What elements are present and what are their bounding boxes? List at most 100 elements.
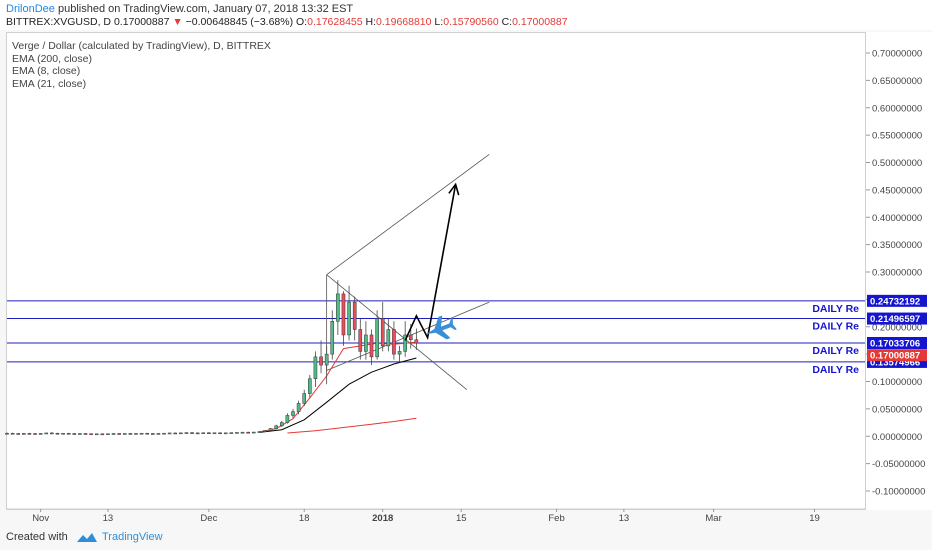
candle-body[interactable] [55, 432, 60, 435]
candle-body[interactable] [392, 329, 396, 355]
candle-body[interactable] [274, 425, 278, 429]
candle-body[interactable] [72, 433, 77, 435]
candle-body[interactable] [324, 353, 329, 366]
down-arrow-icon: ▼ [172, 16, 183, 28]
candle-body[interactable] [111, 433, 116, 435]
trend-line[interactable] [326, 153, 490, 276]
candle-body[interactable] [179, 432, 183, 435]
candle-body[interactable] [313, 356, 318, 380]
chart-pane[interactable] [6, 32, 866, 510]
trend-line[interactable] [326, 274, 468, 391]
candle-body[interactable] [218, 432, 222, 435]
candle-body[interactable] [347, 301, 351, 336]
airplane-icon [425, 315, 457, 340]
candle-body[interactable] [279, 422, 284, 427]
candle-body[interactable] [173, 432, 178, 435]
y-tick-label: 0.30000000 [872, 268, 922, 279]
price-scale[interactable] [866, 32, 932, 510]
candle-body[interactable] [235, 432, 239, 434]
candle-body[interactable] [229, 432, 234, 434]
quote-line: BITTREX:XVGUSD, D 0.17000887 ▼ −0.006488… [6, 16, 568, 28]
candle-body[interactable] [89, 433, 93, 435]
candle-body[interactable] [16, 433, 21, 435]
candle-body[interactable] [240, 431, 245, 434]
level-label: DAILY Re [812, 345, 859, 357]
candle-body[interactable] [122, 433, 127, 435]
candle-body[interactable] [263, 430, 267, 432]
candle-body[interactable] [145, 432, 149, 435]
candle-body[interactable] [257, 431, 262, 433]
candle-body[interactable] [403, 334, 407, 352]
candle-body[interactable] [5, 432, 9, 435]
low-label: L: [434, 16, 444, 28]
projection-path[interactable] [404, 184, 457, 341]
candle-body[interactable] [184, 432, 189, 434]
last-price: 0.17000887 [113, 16, 170, 28]
price-chart[interactable]: 0.70000000 0.65000000 0.60000000 0.55000000… [0, 0, 932, 522]
candle-body[interactable] [117, 433, 121, 435]
legend-ema8[interactable]: EMA (8, close) [12, 65, 81, 77]
candle-body[interactable] [369, 334, 374, 358]
author-link[interactable]: DrilonDee [6, 3, 55, 15]
candle-body[interactable] [308, 378, 312, 394]
candle-body[interactable] [151, 433, 155, 435]
candle-body[interactable] [162, 432, 166, 435]
candle-body[interactable] [268, 428, 273, 431]
candle-body[interactable] [251, 431, 256, 434]
tradingview-logo-icon[interactable] [76, 531, 98, 545]
candle-body[interactable] [386, 329, 391, 347]
candle-body[interactable] [408, 334, 413, 340]
candle-body[interactable] [100, 433, 105, 436]
tradingview-brand[interactable]: TradingView [102, 531, 163, 543]
candle-body[interactable] [336, 293, 340, 322]
candle-body[interactable] [397, 351, 402, 355]
candle-body[interactable] [195, 432, 200, 435]
candle-body[interactable] [212, 432, 217, 435]
airplane-shape [425, 315, 457, 340]
candle-body[interactable] [352, 301, 357, 330]
candle-body[interactable] [380, 318, 385, 347]
candle-body[interactable] [128, 433, 133, 435]
candle-body[interactable] [207, 432, 211, 434]
candle-body[interactable] [33, 433, 37, 435]
candle-body[interactable] [296, 403, 301, 412]
candle-body[interactable] [134, 433, 138, 435]
candle-body[interactable] [61, 433, 65, 435]
candle-body[interactable] [330, 321, 335, 355]
candle-body[interactable] [190, 432, 194, 434]
candle-body[interactable] [22, 433, 26, 435]
candle-body[interactable] [302, 393, 307, 404]
x-tick-label: Feb [548, 513, 564, 522]
legend-ema200[interactable]: EMA (200, close) [12, 52, 92, 65]
candle-body[interactable] [10, 432, 15, 435]
candle-body[interactable] [341, 293, 346, 336]
candle-body[interactable] [139, 432, 144, 435]
y-tick-label: 0.45000000 [872, 185, 922, 196]
candle-body[interactable] [78, 433, 82, 435]
candle-body[interactable] [201, 432, 206, 434]
candle-body[interactable] [285, 415, 290, 423]
candle-body[interactable] [223, 432, 228, 435]
candle-body[interactable] [414, 339, 419, 344]
legend-ema21[interactable]: EMA (21, close) [12, 77, 87, 90]
candle-body[interactable] [246, 431, 250, 434]
candle-body[interactable] [44, 432, 49, 435]
candle-body[interactable] [38, 433, 43, 435]
candle-body[interactable] [106, 433, 110, 435]
candle-body[interactable] [27, 433, 32, 435]
candle-body[interactable] [375, 318, 379, 358]
candle-body[interactable] [358, 329, 363, 352]
level-price-label: 0.13574966 [870, 357, 920, 368]
candle-body[interactable] [291, 411, 295, 416]
low-value: 0.15790560 [443, 16, 499, 28]
candle-body[interactable] [50, 432, 54, 435]
candle-body[interactable] [156, 433, 161, 435]
candle-body[interactable] [319, 356, 323, 366]
candle-body[interactable] [167, 432, 172, 435]
candle-body[interactable] [94, 433, 99, 436]
trend-line[interactable] [326, 301, 490, 371]
candle-body[interactable] [83, 433, 88, 435]
x-tick-label: 13 [619, 513, 630, 522]
candle-body[interactable] [364, 334, 368, 352]
candle-body[interactable] [66, 433, 71, 435]
